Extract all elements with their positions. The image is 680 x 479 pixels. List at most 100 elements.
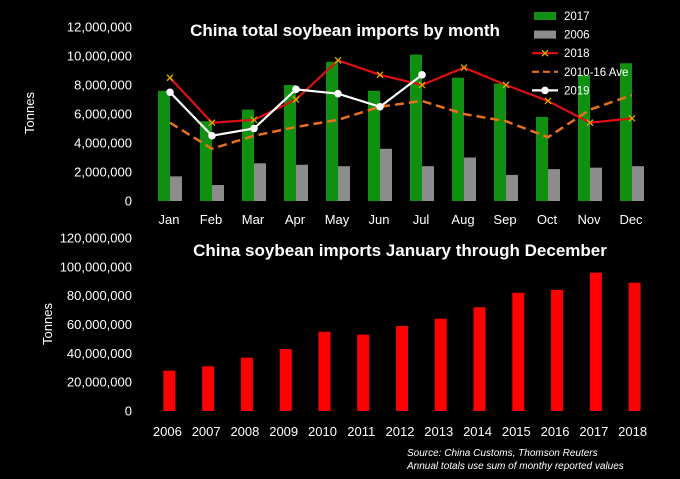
line-2018 [169,59,633,124]
annual-bar [163,370,176,411]
y-tick-label: 4,000,000 [74,136,132,151]
methodology-note: Annual totals use sum of monthy reported… [406,461,624,472]
x-tick-label: 2009 [269,424,298,439]
bar-2017 [452,77,464,201]
x-tick-label: 2010 [308,424,337,439]
bar-2006 [338,166,350,201]
x-tick-label: Jul [413,212,430,227]
x-tick-label: 2012 [386,424,415,439]
x-tick-label: 2015 [502,424,531,439]
annual-bar [551,289,564,411]
marker-2018 [586,119,594,127]
bar-2017 [494,83,506,201]
x-tick-label: Aug [451,212,474,227]
x-tick-label: May [325,212,350,227]
annual-bar [318,331,331,411]
y-tick-label: 100,000,000 [60,259,132,274]
marker-2019 [250,124,258,133]
marker-2018 [250,116,258,124]
monthly-chart-y-axis-title: Tonnes [22,92,37,134]
y-tick-label: 8,000,000 [74,78,132,93]
x-tick-label: 2008 [230,424,259,439]
y-tick-label: 120,000,000 [60,231,132,246]
bar-2006 [212,185,224,201]
monthly-chart-lines [166,56,636,151]
bar-2006 [254,163,266,201]
monthly-chart-title: China total soybean imports by month [190,21,500,40]
marker-2018 [502,81,510,89]
x-tick-label: Jun [369,212,390,227]
source-note: Source: China Customs, Thomson Reuters [407,448,598,459]
bar-2006 [170,176,182,201]
annual-chart-x-ticks: 2006 2007 2008 2009 2010 2011 2012 2013 2014 2015… [153,424,647,439]
x-tick-label: 2016 [541,424,570,439]
bar-2006 [590,167,602,201]
x-tick-label: 2018 [618,424,647,439]
monthly-chart-legend: 2017 2006 2018 2010-16 Ave 2019 [532,11,628,97]
y-tick-label: 12,000,000 [67,20,132,35]
marker-2019 [418,71,426,79]
annual-bar [434,318,447,411]
annual-chart-bars [163,272,641,411]
legend-label-2010-16 Ave: 2010-16 Ave [564,67,628,79]
marker-2018 [166,74,174,82]
marker-2018 [376,71,384,79]
bar-2017 [620,63,632,201]
legend-swatch-2017 [534,12,556,20]
marker-2018 [208,119,216,127]
line-2010-16 Ave [169,93,633,151]
annual-bar [240,357,253,411]
y-tick-label: 40,000,000 [67,346,132,361]
y-tick-label: 10,000,000 [67,49,132,64]
annual-chart-y-axis-title: Tonnes [40,303,55,345]
monthly-chart-y-ticks: 0 2,000,000 4,000,000 6,000,000 8,000,000 10,… [67,20,132,209]
x-tick-label: Nov [577,212,601,227]
monthly-chart-bars [158,54,644,201]
bar-2017 [536,116,548,201]
annual-chart-title: China soybean imports January through De… [193,241,607,260]
marker-2019 [166,88,174,97]
y-tick-label: 0 [125,404,132,419]
bar-2006 [632,166,644,201]
bar-2017 [326,61,338,201]
bar-2006 [464,157,476,201]
x-tick-label: 2006 [153,424,182,439]
x-tick-label: Apr [285,212,306,227]
x-tick-label: Mar [242,212,265,227]
x-tick-label: 2007 [192,424,221,439]
legend-label-2017: 2017 [564,11,590,23]
y-tick-label: 2,000,000 [74,165,132,180]
marker-2018 [334,56,342,64]
y-tick-label: 0 [125,194,132,209]
bar-2006 [548,169,560,201]
marker-2019 [376,102,384,111]
annual-bar [202,366,215,411]
x-tick-label: Oct [537,212,558,227]
bar-2017 [242,109,254,201]
bar-2006 [296,164,308,201]
annual-bar [357,334,370,411]
legend-label-2006: 2006 [564,30,590,42]
x-tick-label: 2013 [424,424,453,439]
marker-2019 [334,89,342,98]
y-tick-label: 20,000,000 [67,375,132,390]
legend-swatch-2006 [534,30,556,39]
annual-bar [396,325,408,411]
marker-2018 [418,81,426,89]
legend-marker-2018 [541,49,549,57]
bar-2006 [422,166,434,201]
bar-2017 [284,85,296,201]
annual-imports-chart: China soybean imports January through De… [40,231,647,440]
y-tick-label: 60,000,000 [67,317,132,332]
bar-2017 [578,74,590,201]
monthly-chart-x-ticks: Jan Feb Mar Apr May Jun Jul Aug Sep Oct Nov Dec [159,212,644,227]
marker-2018 [628,114,636,122]
marker-2019 [292,85,300,94]
monthly-imports-chart: China total soybean imports by month Ton… [22,11,644,227]
x-tick-label: Dec [619,212,643,227]
y-tick-label: 80,000,000 [67,288,132,303]
bar-2017 [200,121,212,201]
annual-bar [628,282,641,411]
annual-bar [279,349,292,411]
